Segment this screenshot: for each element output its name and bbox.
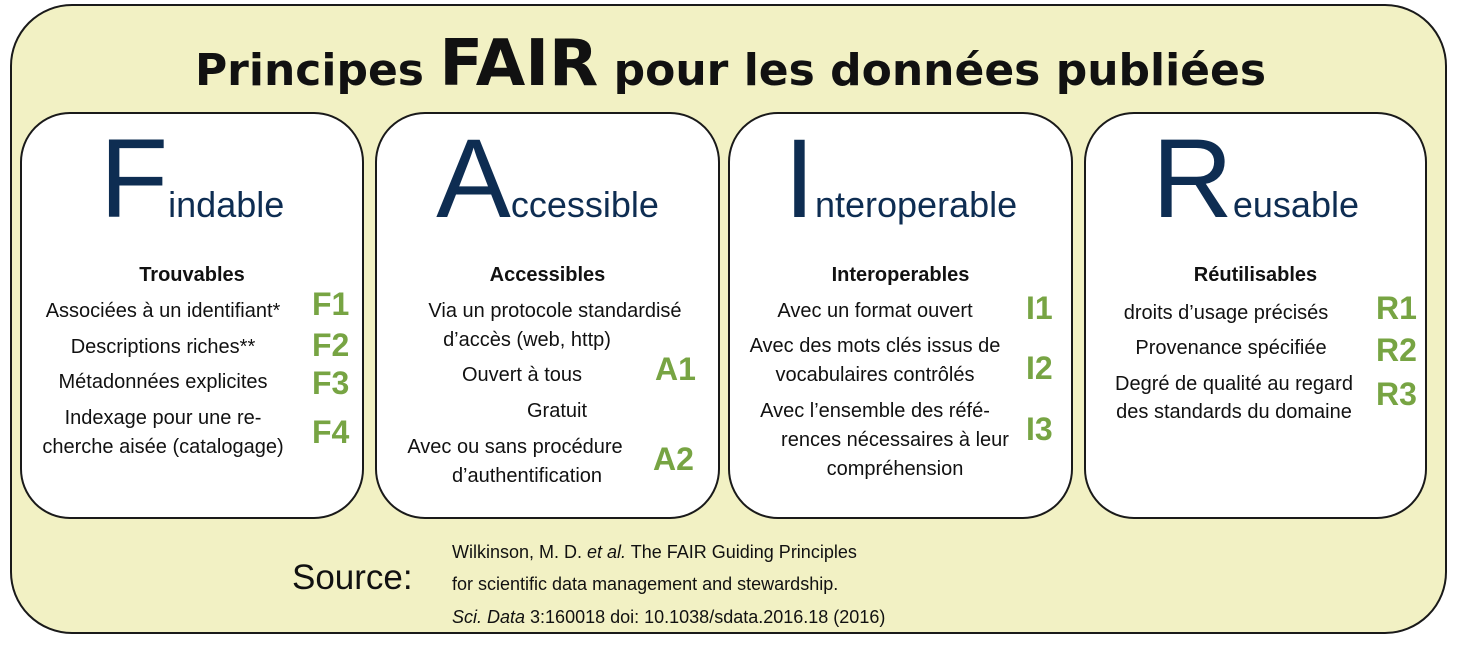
citation-italic: et al. (587, 542, 627, 562)
principle-code: I2 (1026, 350, 1053, 386)
line: Indexage pour une re- (64, 407, 262, 429)
line: Avec un format ouvert (777, 300, 973, 322)
principle-code: I1 (1026, 290, 1053, 326)
principle-code: R1 (1376, 290, 1417, 326)
line: Associées à un identifiant* (45, 300, 281, 322)
line: Avec des mots clés issus de (749, 335, 1001, 357)
page-title: Principes FAIR pour les données publiées (0, 24, 1461, 111)
card-heading: Reusable (1086, 123, 1425, 235)
card-accessible: Accessible Accessibles Via un protocole … (375, 112, 720, 519)
principle-code: R2 (1376, 332, 1417, 368)
line: Descriptions riches** (70, 336, 256, 358)
line: Avec ou sans procédure (407, 436, 623, 458)
principle-code: A2 (653, 441, 694, 477)
citation-line: for scientific data management and stewa… (452, 574, 839, 594)
line: d’authentification (451, 465, 603, 487)
line: Via un protocole standardisé (428, 300, 682, 322)
heading-rest: eusable (1232, 184, 1359, 225)
card-subtitle: Accessibles (489, 264, 606, 286)
card-heading: Findable (22, 123, 362, 235)
card-subtitle: Interoperables (831, 264, 970, 286)
heading-rest: ccessible (510, 184, 659, 225)
card-subtitle: Réutilisables (1193, 264, 1318, 286)
line: Avec l’ensemble des réfé- (760, 400, 990, 422)
principle-code: A1 (655, 351, 696, 387)
citation-line: Wilkinson, M. D. et al. The FAIR Guiding… (452, 542, 857, 563)
principle-code: R3 (1376, 376, 1417, 412)
citation-text: The FAIR Guiding Principles (626, 542, 857, 562)
card-subtitle: Trouvables (139, 264, 245, 286)
card-heading: Accessible (377, 123, 718, 235)
principle-code: F1 (312, 286, 350, 322)
line: cherche aisée (catalogage) (42, 436, 284, 458)
line: droits d’usage précisés (1123, 302, 1329, 324)
line: des standards du domaine (1116, 401, 1352, 423)
line: d’accès (web, http) (443, 329, 611, 351)
citation-line: Sci. Data 3:160018 doi: 10.1038/sdata.20… (452, 607, 885, 628)
card-interoperable: Interoperable Interoperables Avec un for… (728, 112, 1073, 519)
heading-letter: I (783, 116, 815, 241)
title-fair: FAIR (439, 27, 599, 101)
heading-rest: nteroperable (814, 184, 1018, 225)
source-label: Source: (292, 558, 413, 597)
card-findable: Findable Trouvables Associées à un ident… (20, 112, 364, 519)
citation-text: Wilkinson, M. D. (452, 542, 588, 562)
title-pre: Principes (194, 45, 440, 96)
heading-letter: A (436, 116, 511, 241)
citation-text: 3:160018 doi: 10.1038/sdata.2016.18 (201… (525, 607, 886, 627)
principle-code: F4 (312, 414, 350, 450)
line: rences nécessaires à leur (781, 429, 1009, 451)
principle-code: F2 (312, 327, 350, 363)
citation-italic: Sci. Data (452, 607, 526, 627)
principle-code: F3 (312, 365, 350, 401)
line: Métadonnées explicites (58, 371, 268, 393)
card-heading: Interoperable (730, 123, 1071, 235)
card-reusable: Reusable Réutilisables droits d’usage pr… (1084, 112, 1427, 519)
line: compréhension (826, 458, 964, 480)
line: Provenance spécifiée (1135, 337, 1327, 359)
heading-letter: R (1152, 116, 1233, 241)
heading-letter: F (99, 116, 169, 241)
title-post: pour les données publiées (598, 45, 1267, 96)
principle-code: I3 (1026, 411, 1053, 447)
line: vocabulaires contrôlés (775, 364, 975, 386)
heading-rest: indable (168, 184, 285, 225)
line: Ouvert à tous (461, 364, 583, 386)
line: Degré de qualité au regard (1115, 373, 1353, 395)
line: Gratuit (526, 400, 588, 422)
